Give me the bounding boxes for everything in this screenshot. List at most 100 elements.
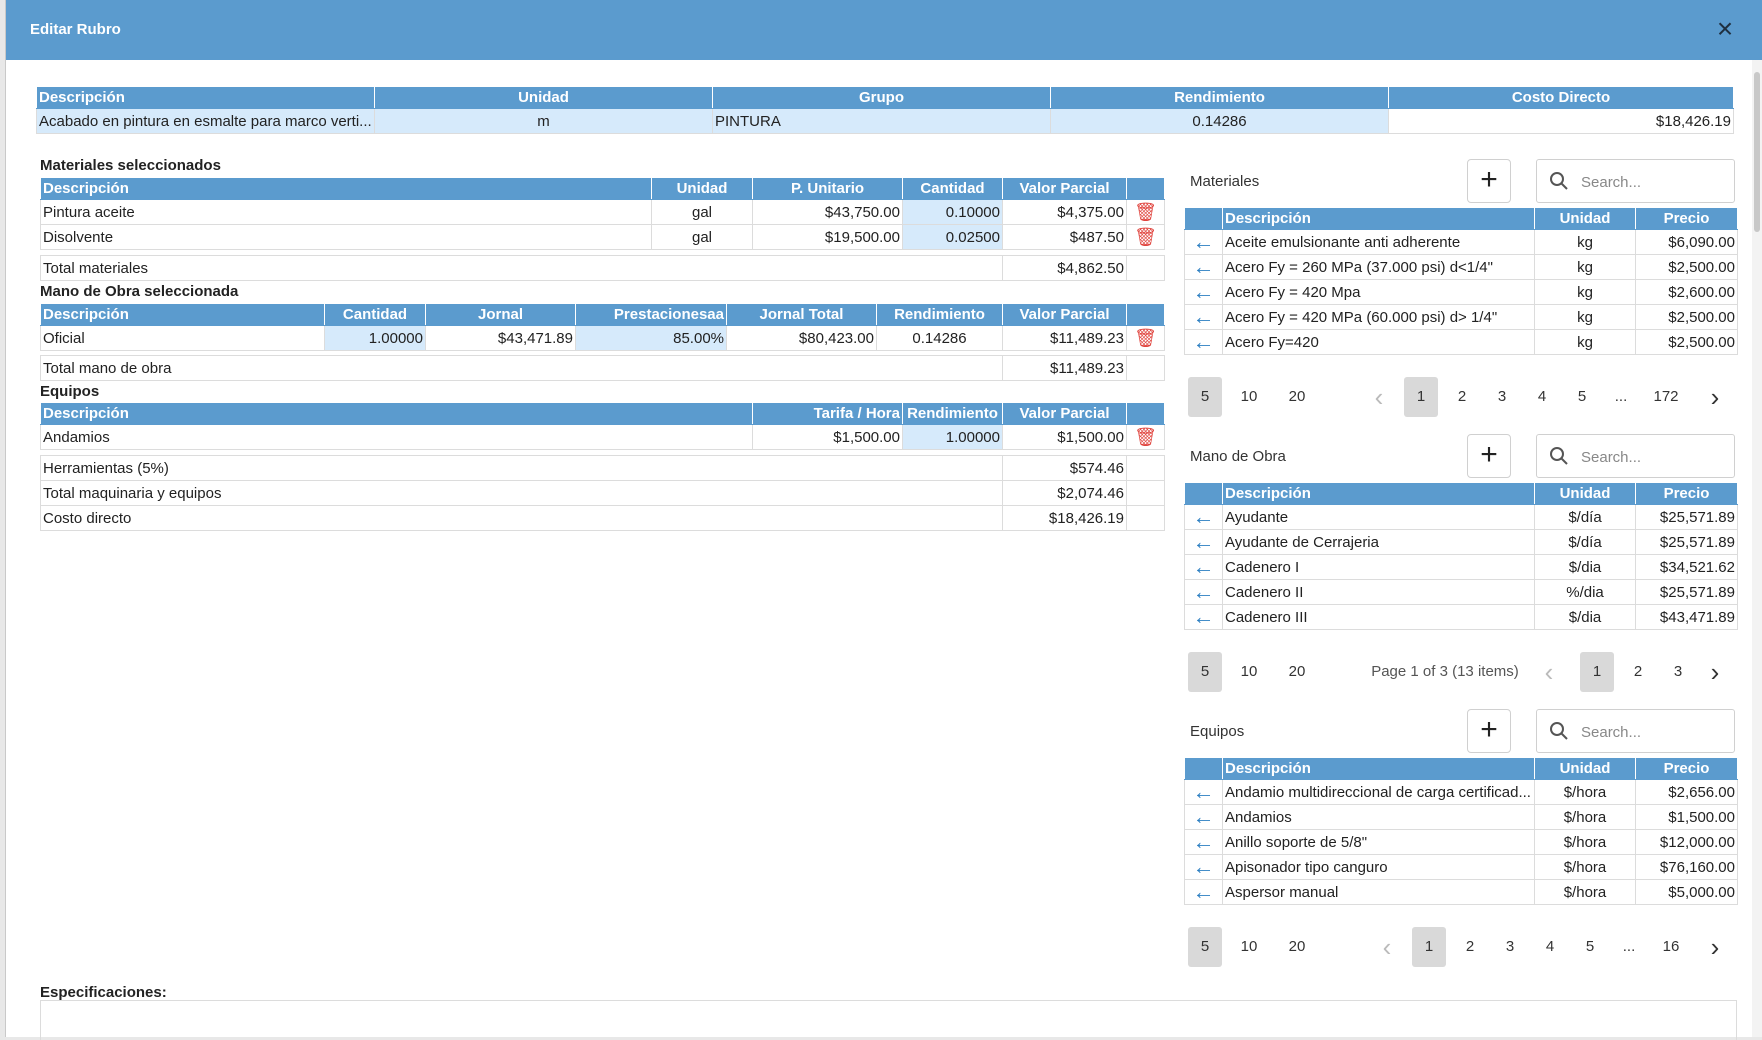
col-jornal-total: Jornal Total — [726, 303, 877, 326]
chevron-left-icon[interactable]: ‹ — [1382, 932, 1392, 962]
table-row[interactable]: ← Cadenero III $/dia $43,471.89 — [1184, 604, 1738, 630]
search-input[interactable] — [1579, 445, 1729, 469]
page-4[interactable]: 4 — [1537, 388, 1547, 405]
rubro-descripcion[interactable]: Acabado en pintura en esmalte para marco… — [36, 108, 375, 134]
arrow-left-icon[interactable]: ← — [1184, 854, 1223, 880]
col-precio: Precio — [1635, 482, 1738, 505]
add-material-button[interactable]: + — [1467, 159, 1511, 203]
arrow-left-icon[interactable]: ← — [1184, 879, 1223, 905]
page-3[interactable]: 3 — [1497, 388, 1507, 405]
arrow-left-icon[interactable]: ← — [1184, 304, 1223, 330]
catalog-precio: $76,160.00 — [1635, 854, 1738, 880]
table-row[interactable]: ← Acero Fy = 420 MPa (60.000 psi) d> 1/4"… — [1184, 304, 1738, 330]
table-row[interactable]: ← Andamios $/hora $1,500.00 — [1184, 804, 1738, 830]
page-5[interactable]: 5 — [1577, 388, 1587, 405]
page-2[interactable]: 2 — [1457, 388, 1467, 405]
chevron-left-icon[interactable]: ‹ — [1544, 657, 1554, 687]
page-4[interactable]: 4 — [1545, 938, 1555, 955]
arrow-left-icon[interactable]: ← — [1184, 254, 1223, 280]
chevron-right-icon[interactable]: › — [1710, 382, 1720, 412]
empty-cell — [1126, 505, 1165, 531]
col-grupo: Grupo — [712, 86, 1051, 109]
add-mano-button[interactable]: + — [1467, 434, 1511, 478]
rubro-rendimiento[interactable]: 0.14286 — [1050, 108, 1389, 134]
page-size-5[interactable]: 5 — [1188, 927, 1222, 967]
page-size-20[interactable]: 20 — [1288, 938, 1306, 955]
arrow-left-icon[interactable]: ← — [1184, 604, 1223, 630]
add-equipo-button[interactable]: + — [1467, 709, 1511, 753]
mano-search[interactable] — [1536, 434, 1735, 478]
page-last[interactable]: 16 — [1662, 938, 1680, 955]
catalog-precio: $2,600.00 — [1635, 279, 1738, 305]
close-icon[interactable]: × — [1716, 13, 1734, 44]
table-row[interactable]: ← Aspersor manual $/hora $5,000.00 — [1184, 879, 1738, 905]
page-2[interactable]: 2 — [1633, 663, 1643, 680]
page-2[interactable]: 2 — [1465, 938, 1475, 955]
materiales-search[interactable] — [1536, 159, 1735, 203]
arrow-left-icon[interactable]: ← — [1184, 554, 1223, 580]
chevron-right-icon[interactable]: › — [1710, 932, 1720, 962]
page-size-5[interactable]: 5 — [1188, 652, 1222, 692]
page-1[interactable]: 1 — [1580, 652, 1614, 692]
mano-cantidad[interactable]: 1.00000 — [324, 325, 426, 351]
table-row[interactable]: ← Cadenero I $/dia $34,521.62 — [1184, 554, 1738, 580]
arrow-left-icon[interactable]: ← — [1184, 829, 1223, 855]
page-size-10[interactable]: 10 — [1240, 938, 1258, 955]
especificaciones-editor[interactable] — [40, 1000, 1737, 1040]
trash-icon[interactable]: 🗑 — [1126, 424, 1165, 450]
material-valor-parcial: $4,375.00 — [1002, 199, 1127, 225]
arrow-left-icon[interactable]: ← — [1184, 529, 1223, 555]
arrow-left-icon[interactable]: ← — [1184, 279, 1223, 305]
page-size-20[interactable]: 20 — [1288, 663, 1306, 680]
page-3[interactable]: 3 — [1505, 938, 1515, 955]
page-1[interactable]: 1 — [1412, 927, 1446, 967]
page-5[interactable]: 5 — [1585, 938, 1595, 955]
catalog-descripcion: Ayudante — [1222, 504, 1535, 530]
chevron-right-icon[interactable]: › — [1710, 657, 1720, 687]
table-row[interactable]: ← Ayudante $/día $25,571.89 — [1184, 504, 1738, 530]
total-mano-label: Total mano de obra — [40, 355, 1003, 381]
page-size-20[interactable]: 20 — [1288, 388, 1306, 405]
rubro-unidad[interactable]: m — [374, 108, 713, 134]
page-3[interactable]: 3 — [1673, 663, 1683, 680]
mano-prestaciones[interactable]: 85.00% — [575, 325, 727, 351]
page-last[interactable]: 172 — [1653, 388, 1679, 405]
table-row[interactable]: ← Apisonador tipo canguro $/hora $76,160.00 — [1184, 854, 1738, 880]
table-row[interactable]: ← Acero Fy = 260 MPa (37.000 psi) d<1/4" k… — [1184, 254, 1738, 280]
page-size-10[interactable]: 10 — [1240, 388, 1258, 405]
table-row[interactable]: ← Cadenero II %/dia $25,571.89 — [1184, 579, 1738, 605]
materiales-catalog-title: Materiales — [1190, 173, 1260, 190]
material-cantidad[interactable]: 0.10000 — [902, 199, 1003, 225]
page-size-5[interactable]: 5 — [1188, 377, 1222, 417]
arrow-left-icon[interactable]: ← — [1184, 329, 1223, 355]
search-input[interactable] — [1579, 170, 1729, 194]
arrow-left-icon[interactable]: ← — [1184, 779, 1223, 805]
page-1[interactable]: 1 — [1404, 377, 1438, 417]
table-row[interactable]: ← Ayudante de Cerrajeria $/día $25,571.89 — [1184, 529, 1738, 555]
arrow-left-icon[interactable]: ← — [1184, 804, 1223, 830]
material-cantidad[interactable]: 0.02500 — [902, 224, 1003, 250]
plus-icon: + — [1480, 163, 1498, 196]
trash-icon[interactable]: 🗑 — [1126, 224, 1165, 250]
chevron-left-icon[interactable]: ‹ — [1374, 382, 1384, 412]
rubro-grupo[interactable]: PINTURA — [712, 108, 1051, 134]
arrow-left-icon[interactable]: ← — [1184, 579, 1223, 605]
trash-icon[interactable]: 🗑 — [1126, 325, 1165, 351]
table-row[interactable]: ← Acero Fy=420 kg $2,500.00 — [1184, 329, 1738, 355]
scrollbar[interactable] — [1752, 60, 1762, 1037]
search-input[interactable] — [1579, 720, 1729, 744]
table-row[interactable]: ← Andamio multidireccional de carga certi… — [1184, 779, 1738, 805]
col-unidad: Unidad — [651, 177, 753, 200]
page-size-10[interactable]: 10 — [1240, 663, 1258, 680]
equipo-rendimiento[interactable]: 1.00000 — [902, 424, 1003, 450]
table-row[interactable]: ← Anillo soporte de 5/8" $/hora $12,000.00 — [1184, 829, 1738, 855]
table-row[interactable]: ← Acero Fy = 420 Mpa kg $2,600.00 — [1184, 279, 1738, 305]
scrollbar-thumb[interactable] — [1754, 72, 1760, 232]
trash-icon[interactable]: 🗑 — [1126, 199, 1165, 225]
arrow-left-icon[interactable]: ← — [1184, 229, 1223, 255]
table-row[interactable]: ← Aceite emulsionante anti adherente kg $6,… — [1184, 229, 1738, 255]
table-row: Andamios $1,500.00 1.00000 $1,500.00 🗑 — [40, 424, 1165, 450]
arrow-left-icon[interactable]: ← — [1184, 504, 1223, 530]
equipos-search[interactable] — [1536, 709, 1735, 753]
catalog-descripcion: Andamio multidireccional de carga certif… — [1222, 779, 1535, 805]
